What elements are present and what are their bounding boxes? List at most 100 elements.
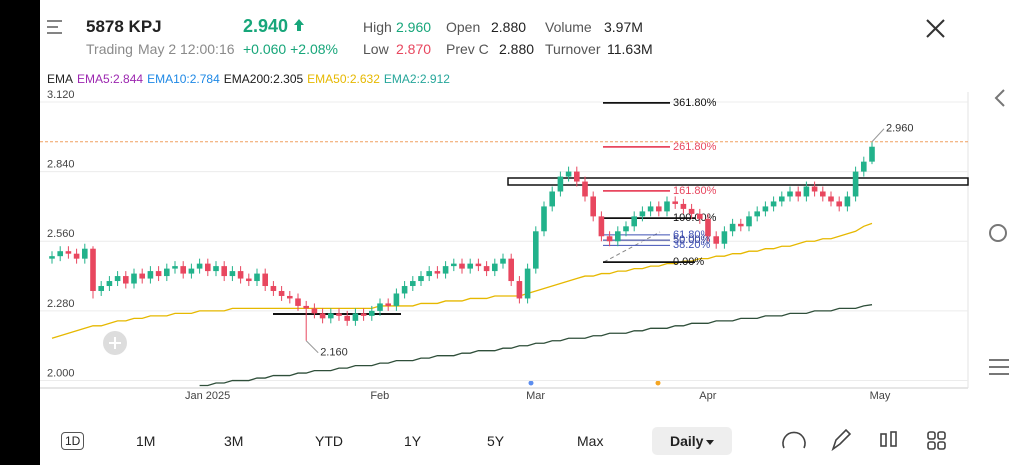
candle-body	[344, 315, 350, 321]
candle-body	[426, 271, 432, 277]
candle-body	[492, 263, 498, 272]
x-tick-label: Jan 2025	[185, 390, 230, 402]
stat-value: 3.97M	[604, 19, 643, 35]
stat-value: 2.870	[396, 41, 432, 57]
period-tab[interactable]: YTD	[315, 433, 343, 449]
add-icon	[109, 337, 121, 349]
stat-value: 11.63M	[607, 41, 653, 57]
fib-label: 38.20%	[673, 239, 711, 251]
candle-body	[319, 313, 326, 319]
ema-line	[51, 222, 873, 339]
candle-body	[90, 248, 96, 291]
candle-body	[139, 273, 145, 279]
stat-value: 2.880	[491, 19, 527, 35]
candle-body	[582, 181, 588, 197]
stat-label: Low	[363, 41, 389, 57]
candle-body	[155, 271, 162, 277]
candle-body	[180, 266, 186, 274]
fib-trend	[603, 231, 661, 263]
candle-body	[738, 223, 744, 227]
legend-item: EMA50:2.632	[307, 72, 380, 86]
annotation-label: 2.960	[886, 123, 914, 135]
candle-body	[401, 286, 408, 294]
home-button[interactable]	[989, 224, 1007, 242]
candle-body	[270, 286, 277, 291]
candle-body	[188, 268, 195, 274]
candle-body	[672, 201, 678, 204]
period-tab[interactable]: 5Y	[487, 433, 505, 449]
candle-body	[246, 278, 252, 282]
collapse-arrow[interactable]	[994, 89, 1005, 107]
period-tab[interactable]: 3M	[224, 433, 244, 449]
candle-body	[664, 201, 670, 212]
candle-body	[516, 281, 523, 299]
candle-body	[861, 161, 867, 172]
candle-body	[713, 236, 719, 244]
stat-label: Open	[446, 19, 481, 35]
candle-body	[287, 295, 293, 299]
candle-body	[131, 273, 137, 284]
candle-body	[123, 276, 129, 284]
candle-body	[434, 271, 441, 274]
candle-body	[844, 196, 851, 207]
candle-body	[524, 268, 531, 299]
event-dot[interactable]	[655, 380, 661, 386]
event-dot[interactable]	[528, 380, 534, 386]
interval-label[interactable]: Daily	[670, 433, 704, 449]
interval-select[interactable]	[652, 427, 732, 455]
candle-body	[377, 303, 383, 311]
ema-legend: EMA EMA5:2.844 EMA10:2.784 EMA200:2.305 EMA5…	[47, 72, 454, 86]
candle-body	[82, 248, 88, 259]
candle-body	[295, 298, 301, 306]
ema-line	[199, 304, 873, 387]
legend-item: EMA	[47, 72, 74, 86]
candle-body	[106, 281, 113, 287]
menu-icon[interactable]	[47, 20, 62, 34]
period-tab[interactable]: 1D	[61, 432, 85, 450]
fib-label: 361.80%	[673, 97, 717, 109]
candle-body	[836, 201, 842, 207]
candle-body	[213, 266, 219, 272]
candle-body	[57, 251, 63, 257]
candle-body	[114, 276, 121, 282]
price: 2.940	[243, 16, 305, 37]
stat-value: 2.960	[396, 19, 432, 35]
candle-body	[221, 266, 227, 277]
grid-icon[interactable]	[927, 431, 946, 450]
period-tab[interactable]: Max	[577, 433, 604, 449]
annotation-label: 2.160	[320, 347, 348, 359]
candle-body	[697, 213, 703, 219]
candle-body	[779, 196, 785, 202]
up-arrow	[294, 19, 305, 31]
period-tab[interactable]: 1Y	[404, 433, 422, 449]
candle-body	[98, 286, 104, 291]
candle-body	[787, 191, 793, 197]
change-pct: +2.08%	[290, 41, 338, 57]
dropdown-caret	[706, 440, 714, 445]
candle-body	[262, 273, 268, 287]
candle-body	[475, 263, 482, 267]
candle-icon[interactable]	[880, 431, 897, 447]
candle-body	[254, 273, 260, 282]
candle-body	[369, 310, 375, 316]
fib-label: 161.80%	[673, 185, 717, 197]
candle-body	[828, 196, 834, 202]
period-tab[interactable]: 1M	[136, 433, 156, 449]
stat-label: Turnover	[545, 41, 601, 57]
y-tick-label: 2.280	[47, 298, 75, 310]
nav-menu[interactable]	[989, 359, 1009, 375]
candle-body	[164, 268, 170, 277]
legend-item: EMA200:2.305	[223, 72, 304, 86]
draw-icon[interactable]	[831, 428, 852, 452]
candle-body	[647, 206, 654, 212]
candle-body	[303, 305, 309, 309]
candle-body	[311, 308, 318, 314]
candle-body	[385, 303, 391, 306]
candle-body	[721, 231, 728, 244]
gauge-icon[interactable]	[782, 431, 806, 449]
candle-body	[65, 251, 72, 254]
stat-value: 2.880	[499, 41, 535, 57]
close-button[interactable]	[926, 19, 945, 38]
candle-body	[508, 258, 514, 282]
candle-body	[631, 216, 637, 227]
